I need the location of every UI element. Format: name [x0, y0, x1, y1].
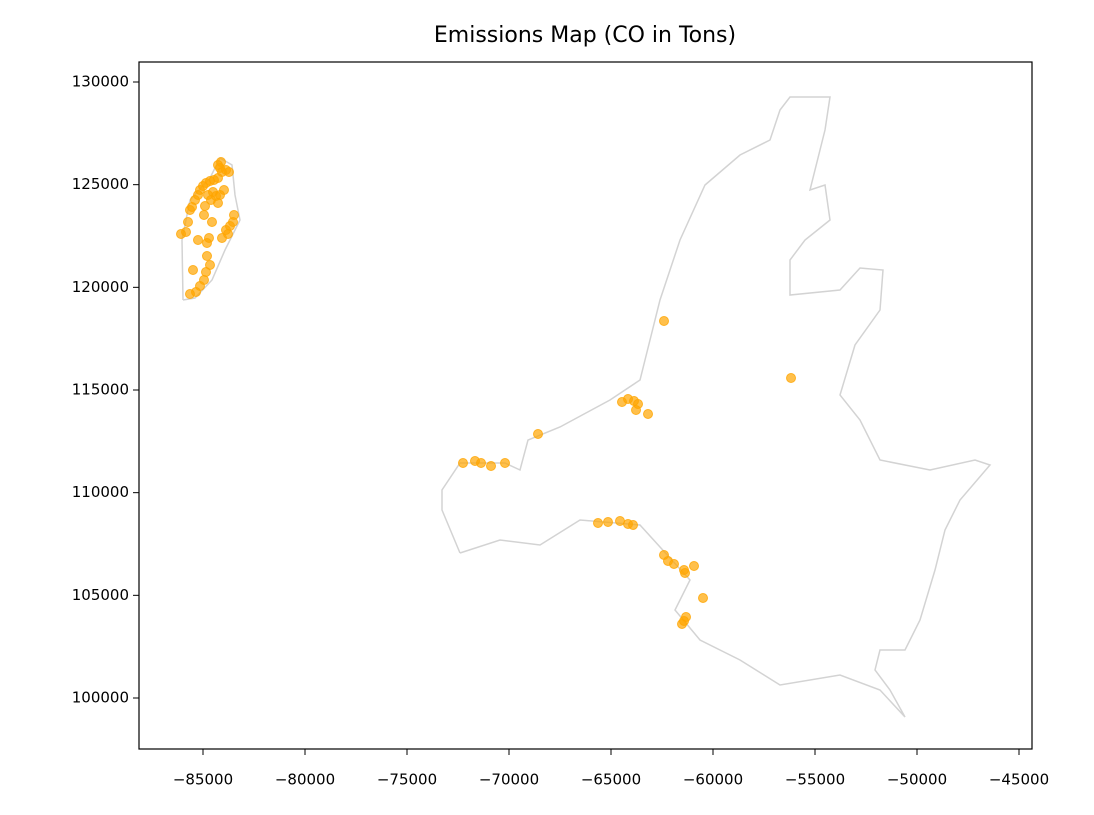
- emission-point: [222, 228, 233, 239]
- emission-point: [201, 250, 212, 261]
- chart-title: Emissions Map (CO in Tons): [434, 23, 736, 48]
- x-tick-label: −65000: [581, 771, 641, 789]
- emission-point: [199, 200, 210, 211]
- emission-point: [689, 560, 700, 571]
- x-tick-label: −45000: [989, 771, 1049, 789]
- emission-point: [486, 460, 497, 471]
- emission-point: [631, 404, 642, 415]
- x-tick-label: −70000: [479, 771, 539, 789]
- emission-point: [192, 235, 203, 246]
- x-tick-label: −50000: [887, 771, 947, 789]
- y-tick-label: 130000: [72, 72, 129, 90]
- emission-point: [643, 408, 654, 419]
- emission-point: [187, 265, 198, 276]
- emission-point: [679, 615, 690, 626]
- emission-point: [218, 185, 229, 196]
- emission-point: [476, 457, 487, 468]
- emission-point: [668, 558, 679, 569]
- emission-point: [212, 198, 223, 209]
- y-tick-label: 110000: [72, 483, 129, 501]
- y-tick-label: 100000: [72, 688, 129, 706]
- y-tick-label: 115000: [72, 380, 129, 398]
- emission-point: [659, 315, 670, 326]
- x-tick-label: −55000: [785, 771, 845, 789]
- emission-point: [229, 209, 240, 220]
- y-tick-label: 125000: [72, 175, 129, 193]
- emission-point: [183, 216, 194, 227]
- emission-point: [593, 517, 604, 528]
- emission-point: [457, 457, 468, 468]
- x-tick-label: −80000: [275, 771, 335, 789]
- x-tick-label: −85000: [173, 771, 233, 789]
- emission-point: [603, 516, 614, 527]
- emission-point: [500, 457, 511, 468]
- emission-point: [680, 567, 691, 578]
- emission-point: [786, 372, 797, 383]
- y-tick-label: 120000: [72, 278, 129, 296]
- emission-point: [185, 288, 196, 299]
- y-tick-label: 105000: [72, 586, 129, 604]
- x-tick-label: −60000: [683, 771, 743, 789]
- emission-point: [181, 226, 192, 237]
- plot-frame: [138, 61, 1033, 750]
- emission-point: [224, 166, 235, 177]
- emission-point: [698, 592, 709, 603]
- coastline: [181, 96, 992, 718]
- emission-point: [201, 238, 212, 249]
- emission-point: [533, 428, 544, 439]
- emission-point: [628, 519, 639, 530]
- x-tick-label: −75000: [377, 771, 437, 789]
- coastline-east: [441, 96, 992, 718]
- emission-point: [198, 209, 209, 220]
- emission-point: [206, 216, 217, 227]
